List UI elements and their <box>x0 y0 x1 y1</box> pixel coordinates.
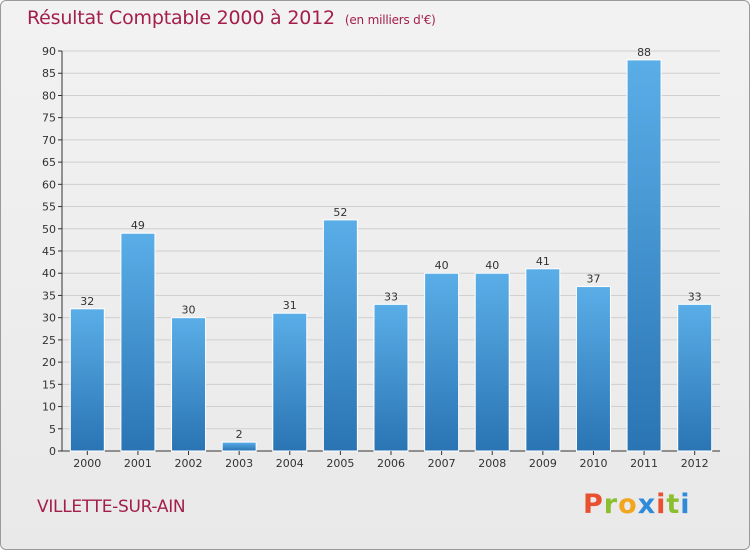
bar-value-label: 37 <box>586 273 600 286</box>
y-tick-label: 65 <box>42 156 56 169</box>
y-tick-label: 35 <box>42 289 56 302</box>
bar-value-label: 41 <box>536 255 550 268</box>
x-tick-label: 2002 <box>175 457 203 470</box>
bar-value-label: 49 <box>131 219 145 232</box>
logo-letter: o <box>618 489 638 520</box>
x-tick-label: 2001 <box>124 457 152 470</box>
bar <box>373 303 409 452</box>
logo-letter: i <box>680 489 691 520</box>
y-tick-label: 10 <box>42 401 56 414</box>
y-tick-label: 0 <box>49 445 56 458</box>
y-tick-label: 25 <box>42 334 56 347</box>
x-tick-label: 2011 <box>630 457 658 470</box>
x-tick-label: 2007 <box>428 457 456 470</box>
logo-letter: r <box>603 489 619 520</box>
y-tick-label: 30 <box>42 312 56 325</box>
x-tick-label: 2003 <box>225 457 253 470</box>
bar-value-label: 40 <box>435 259 449 272</box>
x-tick-label: 2000 <box>73 457 101 470</box>
bar <box>626 59 662 452</box>
x-tick-label: 2006 <box>377 457 405 470</box>
chart-unit: (en milliers d'€) <box>344 13 436 27</box>
x-tick-label: 2004 <box>276 457 304 470</box>
bar <box>575 286 611 452</box>
bar <box>424 272 460 452</box>
bar-value-label: 52 <box>333 206 347 219</box>
y-tick-label: 60 <box>42 178 56 191</box>
bar <box>322 219 358 452</box>
bar-value-label: 33 <box>688 290 702 303</box>
y-tick-label: 90 <box>42 45 56 58</box>
y-tick-label: 20 <box>42 356 56 369</box>
logo-letter: i <box>656 489 667 520</box>
y-tick-label: 80 <box>42 89 56 102</box>
bar <box>474 272 510 452</box>
x-tick-label: 2010 <box>579 457 607 470</box>
chart-title: Résultat Comptable 2000 à 2012 (en millie… <box>27 7 436 29</box>
proxiti-logo[interactable]: Proxiti <box>583 489 691 520</box>
chart-title-text: Résultat Comptable 2000 à 2012 <box>27 7 335 29</box>
y-tick-label: 40 <box>42 267 56 280</box>
bar-value-label: 31 <box>283 299 297 312</box>
bar-value-label: 40 <box>485 259 499 272</box>
y-tick-label: 15 <box>42 378 56 391</box>
y-tick-label: 5 <box>49 423 56 436</box>
logo-letter: x <box>637 489 657 520</box>
y-tick-label: 75 <box>42 112 56 125</box>
y-tick-label: 70 <box>42 134 56 147</box>
y-tick-label: 85 <box>42 67 56 80</box>
bar-value-label: 30 <box>182 304 196 317</box>
bar <box>69 308 105 452</box>
bar <box>525 268 561 452</box>
x-tick-label: 2008 <box>478 457 506 470</box>
y-tick-label: 45 <box>42 245 56 258</box>
city-name: VILLETTE-SUR-AIN <box>37 497 186 517</box>
y-tick-label: 55 <box>42 201 56 214</box>
bar <box>677 303 713 452</box>
x-tick-label: 2009 <box>529 457 557 470</box>
logo-letter: P <box>583 489 604 520</box>
bar <box>272 312 308 452</box>
x-tick-label: 2005 <box>326 457 354 470</box>
bar-value-label: 88 <box>637 46 651 59</box>
y-tick-label: 50 <box>42 223 56 236</box>
bar-value-label: 33 <box>384 290 398 303</box>
bar-value-label: 2 <box>236 428 243 441</box>
bar <box>120 232 156 452</box>
bar-value-label: 32 <box>80 295 94 308</box>
logo-letter: t <box>666 489 681 520</box>
x-tick-label: 2012 <box>681 457 709 470</box>
bar <box>221 441 257 452</box>
bar <box>171 317 207 452</box>
